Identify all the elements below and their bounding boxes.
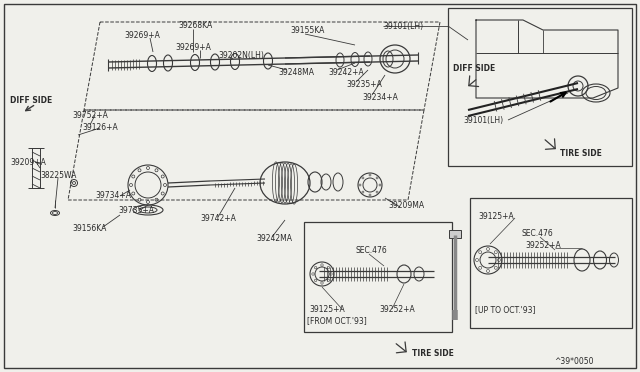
Text: 39126+A: 39126+A — [82, 122, 118, 131]
Text: 39252+A: 39252+A — [379, 305, 415, 314]
Text: 39235+A: 39235+A — [346, 80, 382, 89]
Text: TIRE SIDE: TIRE SIDE — [412, 350, 454, 359]
Ellipse shape — [586, 87, 606, 99]
Text: 39735+A: 39735+A — [118, 205, 154, 215]
Text: 39101(LH): 39101(LH) — [383, 22, 423, 31]
Text: 39269+A: 39269+A — [124, 31, 160, 39]
Bar — [304, 222, 452, 332]
Text: [UP TO OCT.'93]: [UP TO OCT.'93] — [475, 305, 536, 314]
Text: 39269+A: 39269+A — [175, 42, 211, 51]
Text: 39734+A: 39734+A — [95, 190, 131, 199]
Text: 39125+A: 39125+A — [478, 212, 514, 221]
Text: 38225WA: 38225WA — [40, 170, 76, 180]
Bar — [449, 230, 461, 238]
Text: SEC.476: SEC.476 — [356, 246, 388, 254]
Text: 39156KA: 39156KA — [72, 224, 106, 232]
Text: 39234+A: 39234+A — [362, 93, 398, 102]
Text: 39125+A: 39125+A — [309, 305, 345, 314]
Text: [FROM OCT.'93]: [FROM OCT.'93] — [307, 317, 367, 326]
Text: SEC.476: SEC.476 — [522, 228, 554, 237]
Text: 39742+A: 39742+A — [200, 214, 236, 222]
Text: 39252+A: 39252+A — [525, 241, 561, 250]
Text: TIRE SIDE: TIRE SIDE — [560, 148, 602, 157]
Text: 39155KA: 39155KA — [290, 26, 324, 35]
Bar — [448, 8, 632, 166]
Bar — [470, 198, 632, 328]
Ellipse shape — [582, 84, 610, 102]
Text: ^39*0050: ^39*0050 — [554, 357, 593, 366]
Text: 39242+A: 39242+A — [328, 67, 364, 77]
Text: 39242MA: 39242MA — [256, 234, 292, 243]
Text: 39101(LH): 39101(LH) — [463, 115, 503, 125]
Text: 39209+A: 39209+A — [10, 157, 46, 167]
Text: 39268KA: 39268KA — [178, 20, 212, 29]
Text: DIFF SIDE: DIFF SIDE — [10, 96, 52, 105]
Text: 39752+A: 39752+A — [72, 110, 108, 119]
Text: 39209MA: 39209MA — [388, 201, 424, 209]
Text: 39248MA: 39248MA — [278, 67, 314, 77]
Text: DIFF SIDE: DIFF SIDE — [453, 64, 495, 73]
Text: 39202N(LH): 39202N(LH) — [218, 51, 264, 60]
